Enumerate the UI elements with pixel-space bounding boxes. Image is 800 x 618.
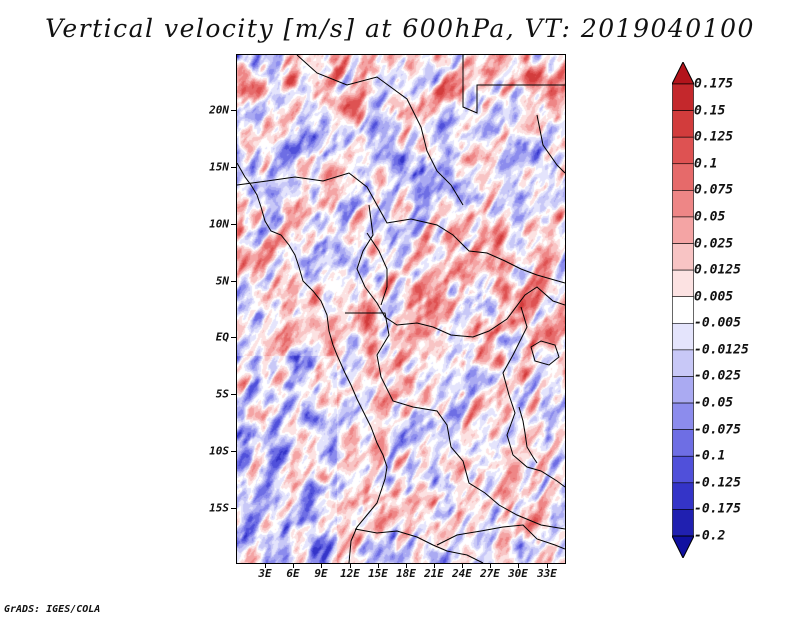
border-central — [356, 204, 565, 338]
colorbar-label: 0.1 — [694, 156, 718, 172]
country-boundaries — [237, 55, 565, 563]
colorbar-label: -0.005 — [694, 315, 741, 331]
lake-tanganyika — [518, 406, 538, 464]
lat-tick — [231, 451, 236, 452]
lat-label: 5N — [215, 274, 229, 288]
lat-label: 15S — [209, 501, 229, 515]
border-zambia — [436, 524, 565, 550]
colorbar-label: 0.05 — [694, 209, 726, 225]
colorbar-label: -0.05 — [694, 395, 734, 411]
colorbar-swatch — [672, 83, 694, 111]
colorbar-label: -0.1 — [694, 448, 726, 464]
lon-label: 6E — [286, 567, 300, 580]
lon-tick — [265, 563, 266, 568]
colorbar-swatch — [672, 269, 694, 298]
lon-label: 33E — [537, 567, 557, 580]
lon-tick — [434, 563, 435, 568]
vertical-velocity-field — [237, 55, 565, 563]
colorbar-label: 0.15 — [694, 103, 726, 119]
colorbar-swatch — [672, 243, 694, 271]
colorbar-label: -0.075 — [694, 422, 741, 438]
colorbar-swatch — [672, 136, 694, 165]
lon-tick — [547, 563, 548, 568]
lat-label: EQ — [215, 330, 229, 344]
lat-tick — [231, 110, 236, 111]
lon-label: 18E — [396, 567, 416, 580]
colorbar-label: -0.2 — [694, 528, 726, 544]
lat-tick — [231, 337, 236, 338]
lat-tick — [231, 167, 236, 168]
border-sahel — [237, 172, 565, 284]
lon-tick — [462, 563, 463, 568]
lon-tick — [406, 563, 407, 568]
border-cameroon — [366, 232, 388, 306]
lon-tick — [293, 563, 294, 568]
border-ethiopia — [536, 114, 565, 174]
border-libya-sudan — [462, 55, 565, 114]
border-north — [296, 55, 464, 206]
colorbar-label: -0.175 — [694, 501, 741, 517]
lon-label: 3E — [258, 567, 272, 580]
lon-label: 9E — [314, 567, 328, 580]
colorbar-label: -0.0125 — [694, 342, 749, 358]
lat-tick — [231, 394, 236, 395]
lon-label: 15E — [368, 567, 388, 580]
border-drc — [345, 312, 565, 530]
colorbar-label: 0.005 — [694, 289, 734, 305]
lat-tick — [231, 224, 236, 225]
colorbar-swatch — [672, 349, 694, 377]
lat-label: 20N — [209, 103, 229, 117]
colorbar-label: 0.0125 — [694, 262, 741, 278]
colorbar-min-arrow — [672, 535, 694, 558]
colorbar-label: -0.125 — [694, 475, 741, 491]
map-title: Vertical velocity [m/s] at 600hPa, VT: 2… — [45, 14, 755, 43]
colorbar-swatch — [672, 216, 694, 244]
lon-label: 27E — [480, 567, 500, 580]
colorbar-label: 0.175 — [694, 76, 734, 92]
lon-label: 24E — [452, 567, 472, 580]
colorbar-swatch — [672, 402, 694, 430]
colorbar-swatch — [672, 429, 694, 457]
lon-tick — [350, 563, 351, 568]
colorbar-swatch — [672, 322, 694, 351]
lon-label: 12E — [340, 567, 360, 580]
lon-tick — [378, 563, 379, 568]
colorbar-max-arrow — [672, 62, 694, 85]
colorbar-swatch — [672, 110, 694, 138]
lat-label: 10S — [209, 444, 229, 458]
border-angola — [354, 528, 484, 563]
lon-label: 21E — [424, 567, 444, 580]
border-drc-east — [502, 306, 565, 488]
lon-tick — [321, 563, 322, 568]
lat-label: 15N — [209, 160, 229, 174]
colorbar-swatch — [672, 296, 694, 324]
lat-label: 5S — [215, 387, 229, 401]
colorbar-label: -0.025 — [694, 368, 741, 384]
colorbar-label: 0.025 — [694, 236, 734, 252]
colorbar-label: 0.075 — [694, 182, 734, 198]
lon-tick — [490, 563, 491, 568]
colorbar — [672, 62, 694, 558]
grads-credit: GrADS: IGES/COLA — [4, 604, 101, 615]
coastline-west — [237, 162, 388, 563]
lon-tick — [518, 563, 519, 568]
colorbar-swatch — [672, 376, 694, 404]
lon-label: 30E — [508, 567, 528, 580]
lake-victoria — [530, 340, 560, 366]
map-panel — [236, 54, 566, 564]
colorbar-swatch — [672, 163, 694, 191]
colorbar-swatch — [672, 190, 694, 218]
lat-label: 10N — [209, 217, 229, 231]
colorbar-label: 0.125 — [694, 129, 734, 145]
colorbar-swatch — [672, 509, 694, 537]
lat-tick — [231, 508, 236, 509]
lat-tick — [231, 281, 236, 282]
colorbar-swatch — [672, 482, 694, 510]
colorbar-swatch — [672, 455, 694, 484]
